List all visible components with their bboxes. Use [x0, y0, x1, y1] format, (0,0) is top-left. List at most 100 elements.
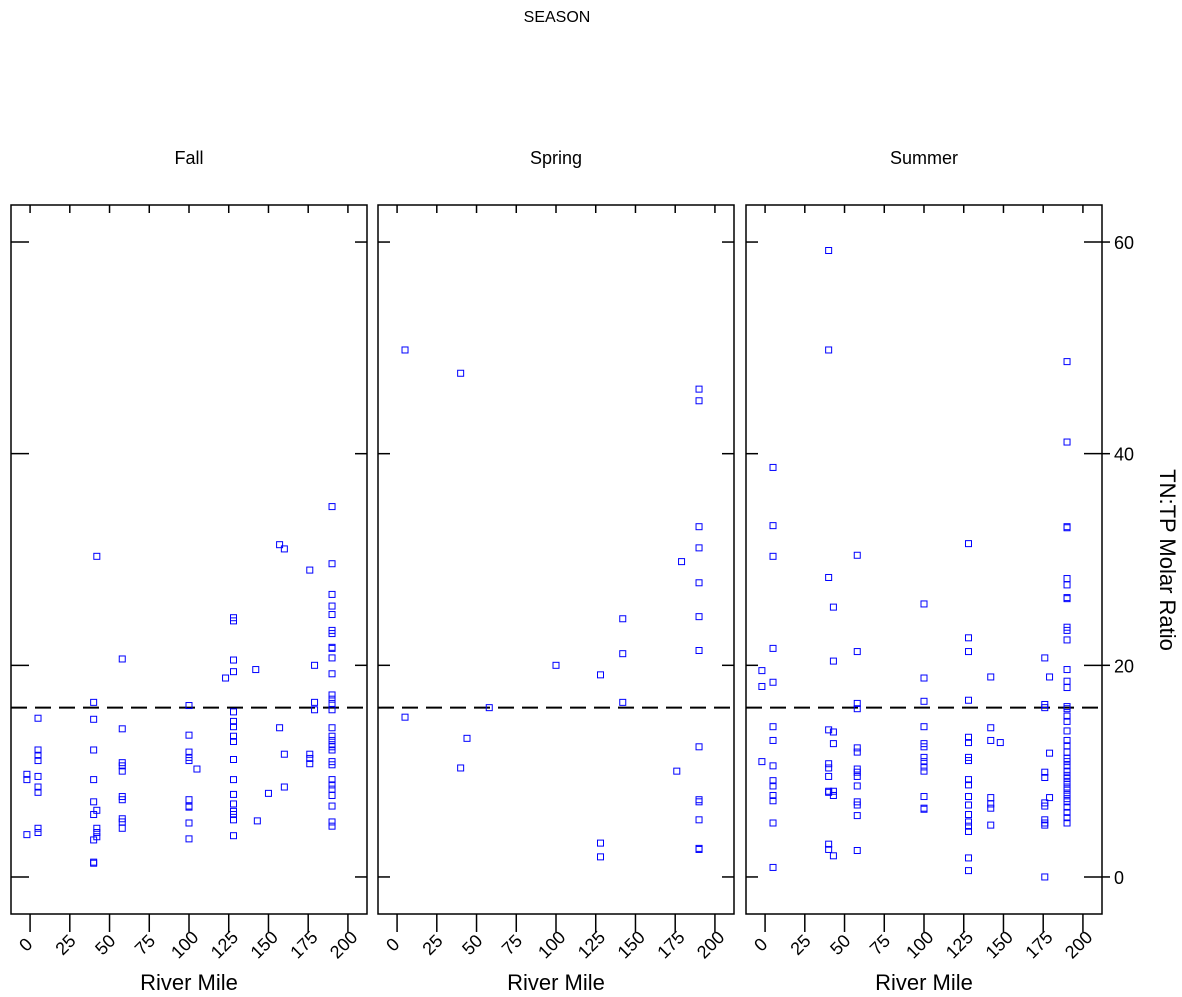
- data-point: [1063, 727, 1071, 735]
- data-point: [769, 552, 777, 560]
- data-point: [853, 847, 861, 855]
- data-point: [965, 801, 972, 809]
- data-point: [1063, 775, 1071, 783]
- data-point: [23, 770, 31, 778]
- data-point: [328, 670, 336, 678]
- data-point: [90, 698, 98, 706]
- data-point: [185, 796, 193, 804]
- data-point: [769, 736, 777, 744]
- data-point: [328, 706, 336, 714]
- data-point: [853, 772, 861, 780]
- data-point: [306, 566, 314, 574]
- data-point: [769, 797, 777, 805]
- data-point: [965, 827, 972, 835]
- data-point: [769, 644, 777, 652]
- data-point: [619, 615, 627, 623]
- data-point: [695, 544, 703, 552]
- data-point: [328, 736, 336, 744]
- data-point: [118, 725, 126, 733]
- data-point: [853, 748, 861, 756]
- data-point: [987, 724, 995, 732]
- data-point: [825, 573, 833, 581]
- data-point: [328, 822, 336, 830]
- data-point: [328, 746, 336, 754]
- data-point: [1063, 712, 1071, 720]
- data-point: [965, 634, 972, 642]
- data-point: [222, 674, 230, 682]
- data-point: [597, 839, 604, 847]
- data-point: [769, 863, 777, 871]
- data-point: [34, 824, 42, 832]
- x-tick-label: 0: [750, 934, 771, 955]
- data-point: [311, 698, 319, 706]
- data-point: [1063, 786, 1071, 794]
- data-point: [280, 750, 288, 758]
- data-point: [769, 777, 777, 785]
- panel-fall: Fall 0 25 50 75 100 125 150 175 200 River Mile: [10, 148, 368, 995]
- data-point: [230, 832, 237, 840]
- data-point: [853, 551, 861, 559]
- data-point: [34, 783, 42, 791]
- data-point: [965, 648, 972, 656]
- data-point: [920, 758, 928, 766]
- data-point: [230, 708, 237, 716]
- data-point: [695, 796, 703, 804]
- data-point: [457, 369, 465, 377]
- data-point: [825, 772, 833, 780]
- data-point: [463, 734, 471, 742]
- data-point: [769, 522, 777, 530]
- data-point: [965, 757, 972, 765]
- x-tick-label: 100: [534, 927, 569, 962]
- data-point: [552, 661, 560, 669]
- data-point: [769, 723, 777, 731]
- panel-summer: Summer 0 25 50 75 100 125 150 175 200 0 20 40 60 River…: [745, 148, 1134, 995]
- y-tick-label: 20: [1114, 656, 1134, 676]
- data-point: [485, 704, 493, 712]
- data-point: [853, 782, 861, 790]
- data-point: [230, 756, 237, 764]
- data-point: [306, 760, 314, 768]
- panel-frame: [377, 204, 735, 915]
- data-point: [597, 853, 604, 861]
- data-point: [1063, 703, 1071, 711]
- data-point: [1063, 779, 1071, 787]
- data-point: [829, 787, 837, 795]
- panel-spring: Spring 0 25 50 75 100 125 150 175 200 River Mile: [377, 148, 735, 995]
- data-point: [328, 724, 336, 732]
- data-point: [230, 816, 237, 824]
- data-point: [1063, 575, 1071, 583]
- data-point: [1063, 798, 1071, 806]
- x-tick-label: 75: [866, 931, 894, 959]
- data-point: [673, 767, 681, 775]
- y-tick-label: 0: [1114, 868, 1124, 888]
- data-point: [965, 818, 972, 826]
- data-point: [193, 765, 201, 773]
- data-point: [118, 824, 126, 832]
- data-point: [1063, 758, 1071, 766]
- data-point: [769, 762, 777, 770]
- data-point: [1063, 666, 1071, 674]
- data-point: [758, 682, 766, 690]
- data-point: [401, 713, 409, 721]
- data-point: [965, 854, 972, 862]
- data-point: [829, 657, 837, 665]
- data-point: [280, 545, 288, 553]
- data-point: [90, 776, 98, 784]
- data-point: [987, 804, 995, 812]
- data-point: [1041, 773, 1049, 781]
- data-point: [328, 818, 336, 826]
- data-point: [920, 743, 928, 751]
- data-point: [1063, 819, 1071, 827]
- data-point: [965, 781, 972, 789]
- data-point: [1041, 704, 1049, 712]
- data-point: [695, 579, 703, 587]
- data-point: [758, 758, 766, 766]
- data-point: [853, 648, 861, 656]
- strip-label-summer: Summer: [890, 148, 958, 168]
- data-point: [965, 540, 972, 548]
- data-point: [311, 706, 319, 714]
- x-tick-label: 100: [167, 927, 202, 962]
- data-point: [769, 819, 777, 827]
- data-point: [769, 791, 777, 799]
